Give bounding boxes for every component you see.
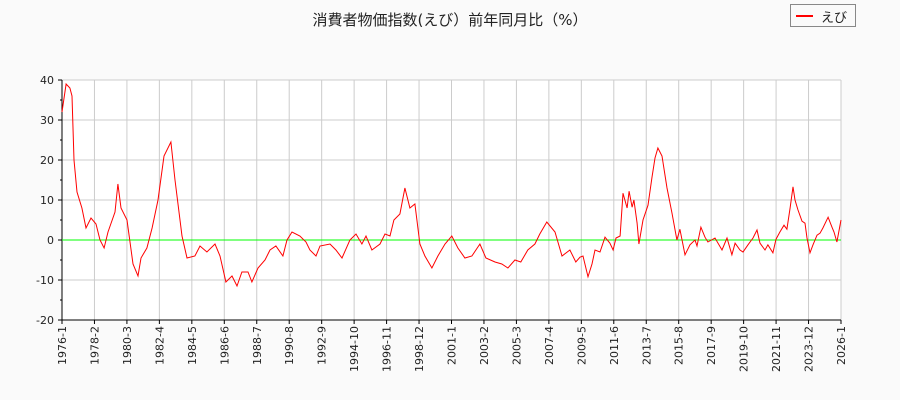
series-line bbox=[61, 82, 842, 288]
x-tick-label: 1982-4 bbox=[153, 326, 166, 365]
x-tick-label: 2007-4 bbox=[543, 326, 556, 365]
x-tick-label: 2005-3 bbox=[510, 326, 523, 365]
x-tick-label: 2009-5 bbox=[575, 326, 588, 365]
x-tick-label: 2021-11 bbox=[770, 326, 783, 372]
x-tick-label: 1992-9 bbox=[316, 326, 329, 365]
x-tick-label: 1994-10 bbox=[348, 326, 361, 372]
legend-label: えび bbox=[821, 11, 848, 26]
x-tick-label: 2011-6 bbox=[608, 326, 621, 365]
x-tick-label: 1988-7 bbox=[251, 326, 264, 365]
x-tick-label: 2013-7 bbox=[640, 326, 653, 365]
y-tick-label: 40 bbox=[40, 74, 54, 87]
x-tick-label: 2017-9 bbox=[705, 326, 718, 365]
y-tick-label: -20 bbox=[36, 314, 54, 327]
x-tick-label: 2003-2 bbox=[478, 326, 491, 365]
x-tick-label: 1980-3 bbox=[121, 326, 134, 365]
x-tick-label: 1984-5 bbox=[186, 326, 199, 365]
x-tick-label: 2019-10 bbox=[738, 326, 751, 372]
x-tick-label: 1990-8 bbox=[283, 326, 296, 365]
legend: えび bbox=[790, 4, 856, 27]
x-tick-label: 1996-11 bbox=[381, 326, 394, 372]
y-tick-label: 0 bbox=[47, 234, 54, 247]
x-tick-label: 1998-12 bbox=[413, 326, 426, 372]
x-tick-label: 1978-2 bbox=[88, 326, 101, 365]
y-tick-label: 20 bbox=[40, 154, 54, 167]
x-tick-label: 1986-6 bbox=[218, 326, 231, 365]
legend-swatch bbox=[796, 15, 813, 17]
y-tick-label: -10 bbox=[36, 274, 54, 287]
chart-title: 消費者物価指数(えび）前年同月比（%） bbox=[312, 11, 588, 29]
x-tick-label: 2001-1 bbox=[446, 326, 459, 365]
x-tick-label: 1976-1 bbox=[56, 326, 69, 365]
x-tick-label: 2015-8 bbox=[673, 326, 686, 365]
y-tick-label: 30 bbox=[40, 114, 54, 127]
x-tick-label: 2023-12 bbox=[803, 326, 816, 372]
x-tick-label: 2026-1 bbox=[835, 326, 848, 365]
y-tick-label: 10 bbox=[40, 194, 54, 207]
